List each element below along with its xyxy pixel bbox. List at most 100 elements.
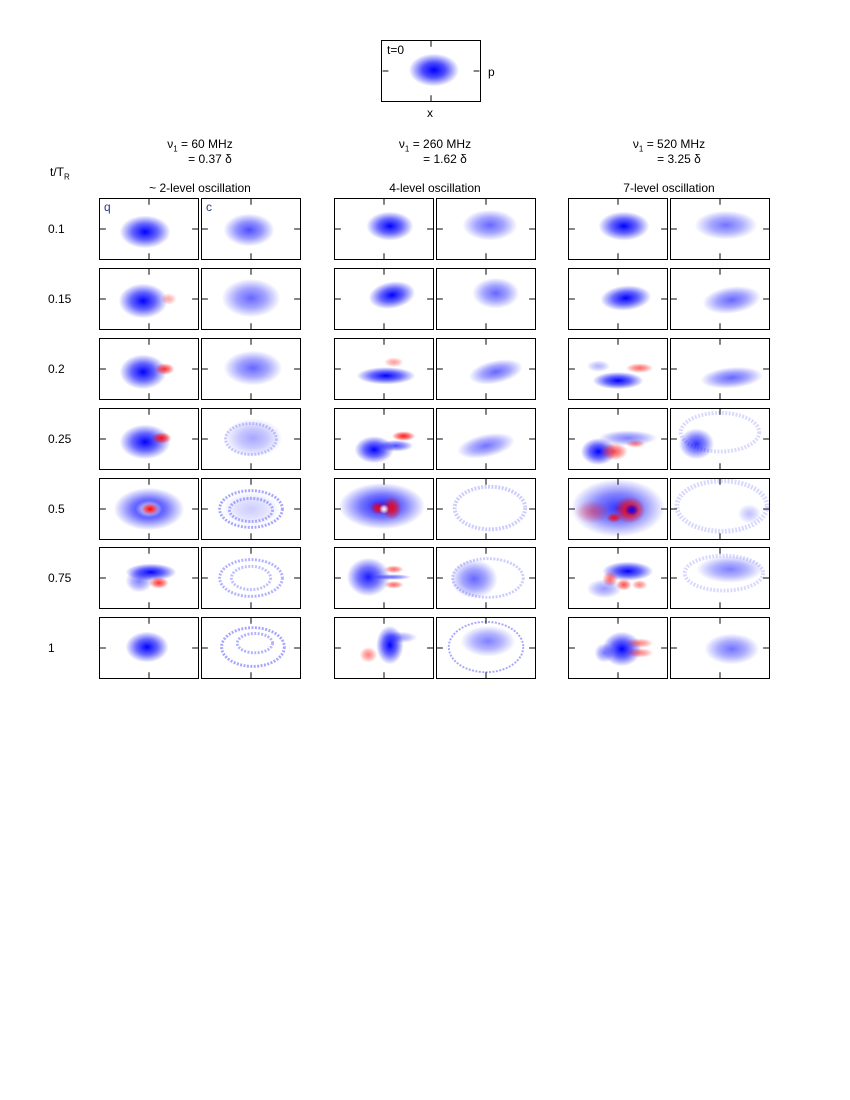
time-label: t=0 (387, 43, 405, 57)
column-title-1: ~ 2-level oscillation (149, 181, 251, 195)
quantum-phase-space-plot (100, 548, 198, 608)
quantum-panel (99, 547, 199, 609)
quantum-phase-space-plot (335, 269, 433, 329)
quantum-phase-space-plot (569, 618, 667, 678)
frequency-value: = 260 MHz (409, 137, 472, 151)
column-title-3: 7-level oscillation (623, 181, 715, 195)
classical-panel (670, 338, 770, 400)
quantum-phase-space-plot (569, 548, 667, 608)
quantum-panel (334, 408, 434, 470)
column-ratio-2: = 1.62 δ (423, 152, 467, 166)
classical-panel (436, 617, 536, 679)
classical-phase-space-plot (437, 479, 535, 539)
classical-panel (201, 617, 301, 679)
quantum-phase-space-plot (569, 409, 667, 469)
quantum-panel (334, 198, 434, 260)
classical-panel (201, 268, 301, 330)
quantum-panel (568, 617, 668, 679)
quantum-phase-space-plot (100, 479, 198, 539)
nu-symbol: ν (167, 137, 174, 151)
row-label: 0.75 (48, 571, 72, 585)
row-label: 1 (48, 641, 55, 655)
frequency-value: = 60 MHz (177, 137, 233, 151)
quantum-phase-space-plot (569, 339, 667, 399)
nu-subscript: 1 (638, 144, 644, 154)
classical-phase-space-plot (671, 479, 769, 539)
quantum-panel (568, 338, 668, 400)
quantum-phase-space-plot (100, 199, 198, 259)
classical-tag: c (206, 200, 212, 214)
classical-phase-space-plot (437, 409, 535, 469)
classical-panel (670, 547, 770, 609)
quantum-panel (99, 338, 199, 400)
column-frequency-2: ν1 = 260 MHz (375, 137, 495, 156)
quantum-panel (568, 198, 668, 260)
classical-panel (670, 478, 770, 540)
quantum-phase-space-plot (335, 409, 433, 469)
quantum-phase-space-plot (569, 269, 667, 329)
classical-panel (670, 268, 770, 330)
quantum-panel (334, 478, 434, 540)
classical-phase-space-plot (437, 618, 535, 678)
nu-symbol: ν (632, 137, 639, 151)
quantum-panel (99, 268, 199, 330)
p-axis-label: p (488, 65, 495, 79)
row-label: 0.1 (48, 222, 65, 236)
row-label: 0.15 (48, 292, 72, 306)
quantum-panel (568, 547, 668, 609)
quantum-phase-space-plot (100, 618, 198, 678)
classical-panel (436, 198, 536, 260)
classical-phase-space-plot (437, 339, 535, 399)
classical-phase-space-plot (671, 409, 769, 469)
quantum-panel (334, 617, 434, 679)
quantum-phase-space-plot (335, 548, 433, 608)
nu-subscript: 1 (404, 144, 410, 154)
column-frequency-1: ν1 = 60 MHz (140, 137, 260, 156)
classical-panel (436, 268, 536, 330)
classical-panel: c (201, 198, 301, 260)
classical-panel (670, 198, 770, 260)
quantum-panel (568, 478, 668, 540)
quantum-phase-space-plot (100, 339, 198, 399)
initial-state-plot (382, 41, 480, 101)
initial-state-panel: t=0 (381, 40, 481, 102)
quantum-panel: q (99, 198, 199, 260)
classical-phase-space-plot (202, 339, 300, 399)
classical-phase-space-plot (437, 199, 535, 259)
quantum-phase-space-plot (335, 199, 433, 259)
classical-phase-space-plot (202, 548, 300, 608)
quantum-panel (334, 338, 434, 400)
row-axis-label: t/TR (50, 165, 70, 184)
classical-panel (436, 408, 536, 470)
row-label: 0.25 (48, 432, 72, 446)
classical-phase-space-plot (202, 479, 300, 539)
quantum-panel (99, 408, 199, 470)
classical-phase-space-plot (671, 269, 769, 329)
row-axis-sub: R (64, 172, 70, 182)
classical-phase-space-plot (437, 269, 535, 329)
classical-panel (436, 338, 536, 400)
classical-panel (201, 478, 301, 540)
classical-panel (201, 408, 301, 470)
nu-subscript: 1 (173, 144, 178, 154)
quantum-panel (334, 268, 434, 330)
column-ratio-1: = 0.37 δ (188, 152, 232, 166)
column-frequency-3: ν1 = 520 MHz (609, 137, 729, 156)
column-ratio-3: = 3.25 δ (657, 152, 701, 166)
classical-panel (201, 338, 301, 400)
classical-phase-space-plot (671, 618, 769, 678)
classical-phase-space-plot (671, 339, 769, 399)
quantum-phase-space-plot (335, 479, 433, 539)
quantum-panel (99, 617, 199, 679)
quantum-phase-space-plot (335, 339, 433, 399)
classical-phase-space-plot (202, 409, 300, 469)
frequency-value: = 520 MHz (643, 137, 706, 151)
row-axis-main: t/T (50, 165, 64, 179)
classical-panel (436, 547, 536, 609)
nu-symbol: ν (398, 137, 405, 151)
classical-phase-space-plot (671, 199, 769, 259)
classical-phase-space-plot (671, 548, 769, 608)
x-axis-label: x (427, 106, 433, 120)
classical-panel (670, 408, 770, 470)
quantum-phase-space-plot (335, 618, 433, 678)
